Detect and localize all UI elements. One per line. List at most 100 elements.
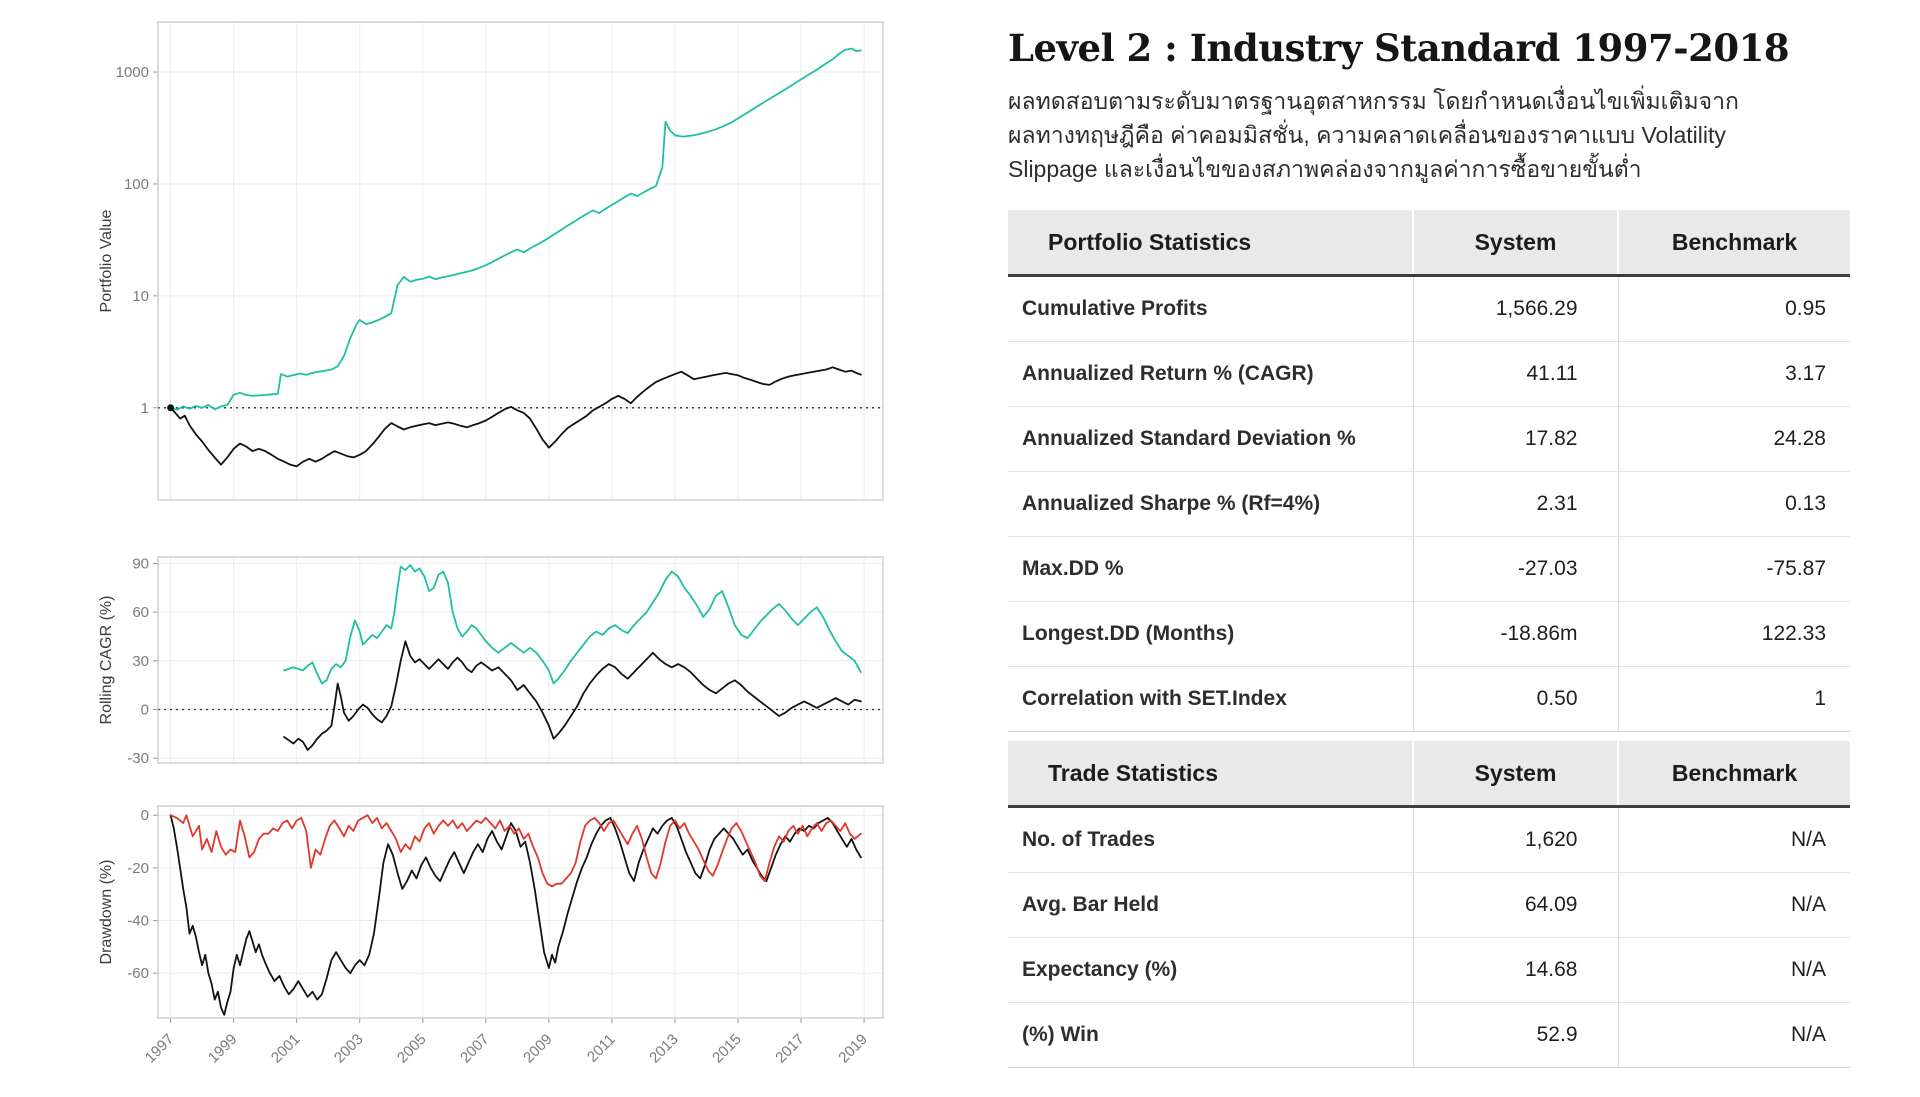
column-header-benchmark: Benchmark	[1617, 210, 1850, 277]
page-title: Level 2 : Industry Standard 1997-2018	[1008, 26, 1790, 70]
y-tick-label: -60	[127, 965, 149, 982]
y-tick-label: 30	[132, 653, 149, 670]
drawdown-chart: 0 -20 -40 -60 Drawdown (%) 1997 1999 2001 2003 20…	[95, 800, 950, 1097]
table-title: Portfolio Statistics	[1008, 210, 1413, 277]
x-tick-label: 2009	[520, 1031, 556, 1067]
table-title: Trade Statistics	[1008, 741, 1413, 808]
description-line-1: ผลทดสอบตามระดับมาตรฐานอุตสาหกรรม โดยกำหน…	[1008, 88, 1739, 114]
system-value: 2.31	[1412, 471, 1618, 537]
panel-border	[157, 556, 884, 764]
drawdown-chart-svg: 0 -20 -40 -60 Drawdown (%) 1997 1999 2001 2003 20…	[98, 805, 884, 1066]
benchmark-value: 24.28	[1617, 406, 1850, 472]
benchmark-value: -75.87	[1617, 536, 1850, 602]
table-row: Cumulative Profits 1,566.29 0.95	[1008, 275, 1850, 342]
table-header-row: Portfolio Statistics System Benchmark	[1008, 210, 1850, 277]
x-tick-label: 2003	[331, 1031, 367, 1067]
benchmark-series-line	[283, 640, 862, 751]
y-tick-label: 0	[141, 807, 149, 824]
column-header-benchmark: Benchmark	[1617, 741, 1850, 808]
system-value: 52.9	[1412, 1002, 1618, 1068]
gridlines	[158, 806, 883, 1018]
panel-border	[157, 21, 884, 501]
portfolio-value-chart: 1 10 100 1000 Portfolio Value	[95, 12, 950, 515]
column-header-system: System	[1412, 741, 1618, 808]
y-tick-label: 100	[124, 176, 149, 193]
system-value: 41.11	[1412, 341, 1618, 407]
metric-label: Longest.DD (Months)	[1008, 601, 1413, 667]
y-tick-label: 90	[132, 555, 149, 572]
y-axis: -30 0 30 60 90	[127, 555, 158, 767]
trade-statistics-table: Trade Statistics System Benchmark No. of…	[1008, 741, 1850, 1068]
description-line-2: ผลทางทฤษฎีคือ ค่าคอมมิสชั่น, ความคลาดเคล…	[1008, 122, 1726, 148]
panel-border	[157, 805, 884, 1019]
table-row: Longest.DD (Months) -18.86m 122.33	[1008, 601, 1850, 667]
table-row: Expectancy (%) 14.68 N/A	[1008, 937, 1850, 1003]
table-row: Annualized Standard Deviation % 17.82 24.2…	[1008, 406, 1850, 472]
description-paragraph: ผลทดสอบตามระดับมาตรฐานอุตสาหกรรม โดยกำหน…	[1008, 84, 1826, 186]
metric-label: Annualized Standard Deviation %	[1008, 406, 1413, 472]
column-header-system: System	[1412, 210, 1618, 277]
y-tick-label: 1000	[116, 64, 149, 81]
y-tick-label: 10	[132, 288, 149, 305]
table-row: No. of Trades 1,620 N/A	[1008, 806, 1850, 873]
table-row: Correlation with SET.Index 0.50 1	[1008, 666, 1850, 732]
y-axis-title: Drawdown (%)	[98, 860, 115, 965]
metric-label: No. of Trades	[1008, 806, 1413, 873]
metric-label: (%) Win	[1008, 1002, 1413, 1068]
benchmark-value: N/A	[1617, 806, 1850, 873]
metric-label: Annualized Sharpe % (Rf=4%)	[1008, 471, 1413, 537]
stats-panel: Level 2 : Industry Standard 1997-2018 ผล…	[950, 0, 1850, 1080]
system-value: -27.03	[1412, 536, 1618, 602]
benchmark-value: 0.95	[1617, 275, 1850, 342]
system-value: 0.50	[1412, 666, 1618, 732]
y-axis-title: Portfolio Value	[98, 209, 115, 312]
system-series-line	[283, 564, 862, 685]
system-value: 1,566.29	[1412, 275, 1618, 342]
benchmark-series-line	[169, 366, 862, 468]
y-axis: 0 -20 -40 -60	[127, 807, 158, 982]
x-tick-label: 2001	[268, 1031, 304, 1067]
x-tick-label: 1999	[205, 1031, 241, 1067]
table-row: Annualized Return % (CAGR) 41.11 3.17	[1008, 341, 1850, 407]
metric-label: Expectancy (%)	[1008, 937, 1413, 1003]
x-tick-label: 2007	[457, 1031, 493, 1067]
y-tick-label: -20	[127, 860, 149, 877]
system-value: 64.09	[1412, 872, 1618, 938]
x-tick-label: 1997	[142, 1031, 178, 1067]
benchmark-value: N/A	[1617, 937, 1850, 1003]
system-value: 1,620	[1412, 806, 1618, 873]
rolling-cagr-chart-svg: -30 0 30 60 90 Rolling CAGR (%)	[98, 555, 884, 767]
system-series-line	[169, 47, 862, 411]
y-tick-label: -30	[127, 750, 149, 767]
metric-label: Avg. Bar Held	[1008, 872, 1413, 938]
table-row: Avg. Bar Held 64.09 N/A	[1008, 872, 1850, 938]
x-tick-label: 2013	[646, 1031, 682, 1067]
benchmark-value: 3.17	[1617, 341, 1850, 407]
gridlines	[158, 22, 883, 500]
table-row: Annualized Sharpe % (Rf=4%) 2.31 0.13	[1008, 471, 1850, 537]
description-line-3: Slippage และเงื่อนไขของสภาพคล่องจากมูลค่…	[1008, 156, 1642, 182]
y-axis: 1 10 100 1000	[116, 64, 158, 417]
benchmark-value: N/A	[1617, 872, 1850, 938]
charts-panel: 1 10 100 1000 Portfolio Value -30 0 30 60 90 Roll…	[0, 0, 950, 1080]
benchmark-value: 1	[1617, 666, 1850, 732]
rolling-cagr-chart: -30 0 30 60 90 Rolling CAGR (%)	[95, 549, 950, 776]
benchmark-start-marker	[167, 404, 175, 412]
portfolio-statistics-table: Portfolio Statistics System Benchmark Cu…	[1008, 210, 1850, 732]
x-tick-label: 2017	[772, 1031, 808, 1067]
x-tick-label: 2015	[709, 1031, 745, 1067]
benchmark-value: 122.33	[1617, 601, 1850, 667]
table-header-row: Trade Statistics System Benchmark	[1008, 741, 1850, 808]
x-axis: 1997 1999 2001 2003 2005 2007 2009 2011 2013 2015…	[142, 1018, 871, 1066]
y-tick-label: 0	[141, 701, 149, 718]
system-series-line	[169, 814, 862, 888]
benchmark-value: 0.13	[1617, 471, 1850, 537]
system-value: 17.82	[1412, 406, 1618, 472]
system-value: 14.68	[1412, 937, 1618, 1003]
x-tick-label: 2005	[394, 1031, 430, 1067]
y-axis-title: Rolling CAGR (%)	[98, 596, 115, 725]
system-value: -18.86m	[1412, 601, 1618, 667]
y-tick-label: 60	[132, 604, 149, 621]
portfolio-value-chart-svg: 1 10 100 1000 Portfolio Value	[98, 21, 884, 501]
